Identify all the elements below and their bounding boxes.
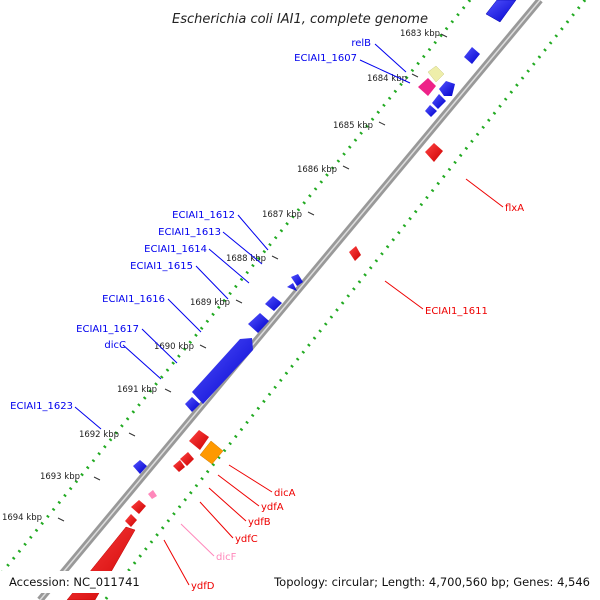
- gene-arrow-blue[interactable]: [287, 283, 297, 291]
- gene-label[interactable]: dicA: [274, 488, 296, 499]
- gene-arrow-blue[interactable]: [464, 47, 480, 64]
- inner-dotted-track: [0, 0, 472, 576]
- accession-text: Accession: NC_011741: [9, 575, 140, 589]
- gene-arrow-blue[interactable]: [425, 105, 437, 117]
- gene-block-relB[interactable]: [427, 65, 445, 83]
- gene-arrow-red[interactable]: [173, 460, 185, 472]
- outer-dotted-track: [103, 0, 587, 600]
- gene-label[interactable]: dicC: [104, 340, 126, 351]
- gene-block-orange[interactable]: [199, 440, 224, 465]
- tick-label: 1689 kbp: [190, 298, 230, 308]
- gene-label[interactable]: ydfD: [191, 581, 215, 592]
- gene-block-magenta[interactable]: [418, 78, 436, 96]
- reverse-strand-genes: [66, 143, 443, 600]
- gene-label[interactable]: ECIAI1_1615: [130, 261, 193, 272]
- gene-label[interactable]: ECIAI1_1607: [294, 53, 357, 64]
- dicF-leader-line: [180, 523, 215, 557]
- tick-label: 1692 kbp: [79, 430, 119, 440]
- gene-label[interactable]: relB: [351, 38, 371, 49]
- tick-label: 1684 kbp: [367, 74, 407, 84]
- tick-label: 1693 kbp: [40, 472, 80, 482]
- gene-arrow-blue[interactable]: [133, 460, 147, 474]
- tick-label: 1690 kbp: [154, 342, 194, 352]
- gene-label[interactable]: ECIAI1_1614: [144, 244, 207, 255]
- right-leader-lines: [163, 178, 504, 586]
- topology-text: Topology: circular; Length: 4,700,560 bp…: [273, 575, 590, 589]
- tick-label: 1687 kbp: [262, 210, 302, 220]
- gene-arrow-blue[interactable]: [432, 94, 446, 109]
- gene-arrow-red[interactable]: [180, 452, 194, 466]
- gene-arrow-blue[interactable]: [485, 0, 517, 23]
- tick-label: 1686 kbp: [297, 165, 337, 175]
- gene-arrow-red[interactable]: [131, 500, 146, 514]
- map-title: Escherichia coli IAI1, complete genome: [172, 12, 428, 27]
- gene-label[interactable]: ECIAI1_1623: [10, 401, 73, 412]
- gene-arrow-blue[interactable]: [192, 338, 253, 404]
- gene-label[interactable]: ECIAI1_1617: [76, 324, 139, 335]
- gene-label[interactable]: ECIAI1_1613: [158, 227, 221, 238]
- tick-label: 1685 kbp: [333, 121, 373, 131]
- footer-topology-bg: [258, 571, 600, 593]
- tick-label: 1683 kbp: [400, 29, 440, 39]
- gene-label[interactable]: flxA: [505, 203, 524, 214]
- gene-arrow-blue[interactable]: [265, 296, 282, 311]
- gene-arrow-blue[interactable]: [291, 274, 303, 286]
- left-leader-lines: [74, 43, 411, 430]
- genome-backbone-highlight: [39, 0, 541, 600]
- gene-arrow-red[interactable]: [425, 143, 443, 162]
- tick-label: 1688 kbp: [226, 254, 266, 264]
- gene-block-dicF[interactable]: [148, 490, 157, 499]
- gene-arrow-red[interactable]: [349, 246, 361, 261]
- gene-label[interactable]: ydfC: [235, 534, 258, 545]
- gene-label[interactable]: ECIAI1_1611: [425, 306, 488, 317]
- left-gene-labels: relB ECIAI1_1607 ECIAI1_1612 ECIAI1_1613…: [10, 38, 371, 412]
- gene-arrow-blue[interactable]: [248, 313, 269, 333]
- gene-arrow-blue[interactable]: [185, 397, 200, 412]
- gene-arrow-blue[interactable]: [439, 81, 455, 96]
- right-gene-labels: flxA ECIAI1_1611 dicA ydfA ydfB ydfC dic…: [191, 203, 524, 592]
- forward-strand-genes: [133, 0, 517, 474]
- gene-label[interactable]: ECIAI1_1612: [172, 210, 235, 221]
- gene-label[interactable]: ECIAI1_1616: [102, 294, 165, 305]
- tick-labels: 1683 kbp 1684 kbp 1685 kbp 1686 kbp 1687…: [2, 29, 440, 523]
- tick-marks: [57, 33, 448, 522]
- tick-label: 1694 kbp: [2, 513, 42, 523]
- gene-arrow-red[interactable]: [189, 430, 209, 450]
- footer-accession-bg: [0, 571, 138, 593]
- gene-label[interactable]: dicF: [216, 552, 237, 563]
- tick-label: 1691 kbp: [117, 385, 157, 395]
- gene-arrow-red[interactable]: [125, 514, 137, 527]
- gene-label[interactable]: ydfB: [248, 517, 271, 528]
- gene-label[interactable]: ydfA: [261, 502, 284, 513]
